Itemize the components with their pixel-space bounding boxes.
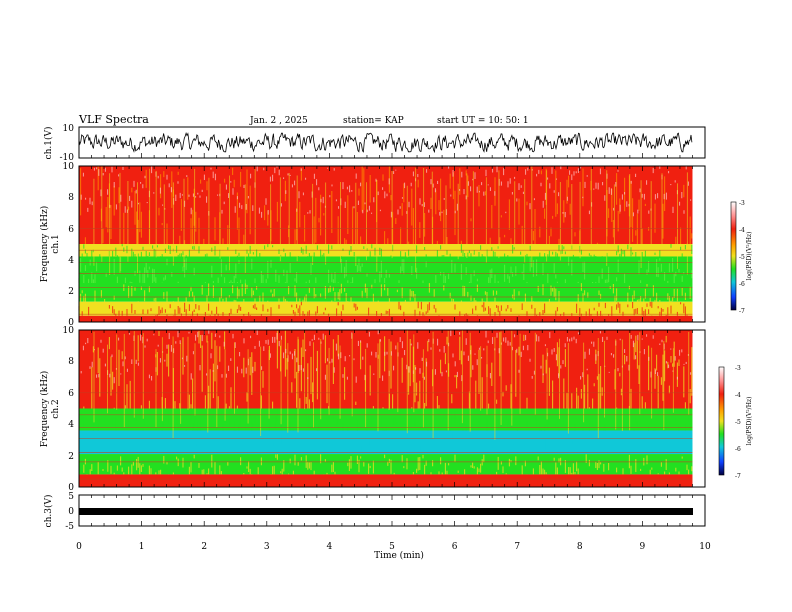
start-time-label: start UT = 10: 50: 1 [437,116,529,126]
ch2-spec-band-1 [79,408,693,431]
ch1-freq-tick-8: 8 [68,193,74,203]
ch1-waveform-ylabel: ch.1(V) [43,127,54,160]
ch2-spec-band-3-streaks [83,454,693,475]
ch1-freq-tick-6: 6 [68,225,74,235]
ch1-ytick-top: 10 [63,124,75,134]
ch3-waveform-trace [79,508,693,515]
ch1-spec-band-2 [79,256,693,283]
ch2-spectrogram-ylabel-channel: ch.2 [51,399,61,418]
time-axis: 0 1 2 3 4 5 6 7 8 9 10 Time (min) [76,542,711,561]
ch3-ytick-m5: -5 [65,522,74,532]
station-label: station= KAP [343,116,404,126]
ch2-spectrogram-panel: 0 2 4 6 8 10 ch.2 Frequency (kHz) [39,326,706,493]
ch1-cb-tick-m6: -6 [739,281,745,288]
date-label: Jan. 2 , 2025 [249,116,308,126]
ch2-cb-tick-m4: -4 [735,392,741,399]
ch1-spec-band-4 [79,301,693,316]
ch2-spectrogram-ticks [78,330,706,487]
time-tick-3: 3 [264,542,270,552]
time-tick-5: 5 [389,542,395,552]
time-tick-6: 6 [452,542,458,552]
time-tick-10: 10 [699,542,711,552]
ch2-colorbar-gradient [718,366,725,476]
ch1-spec-band-3 [79,283,693,302]
ch2-cb-tick-m6: -6 [735,446,741,453]
ch1-freq-tick-4: 4 [68,256,74,266]
ch1-spec-band-5 [79,315,693,322]
ch1-colorbar-label: log(PSD)(V²/Hz) [746,232,753,281]
ch1-colorbar-gradient [730,201,737,311]
ch1-ytick-bottom: -10 [60,153,75,163]
ch2-freq-tick-4: 4 [68,420,74,430]
ch2-cb-tick-m7: -7 [735,473,741,480]
ch1-spectrogram-ylabel-channel: ch.1 [51,234,61,253]
time-tick-4: 4 [327,542,333,552]
ch2-freq-tick-10: 10 [63,326,75,336]
ch2-spec-band-1-streaks [80,408,691,431]
ch1-waveform-trace [78,131,693,154]
ch2-colorbar-label: log(PSD)(V²/Hz) [746,397,753,446]
ch1-cb-tick-m5: -5 [739,254,745,261]
ch1-spec-band-0 [79,166,693,244]
ch2-cb-tick-m3: -3 [735,365,741,372]
ch3-ytick-0: 0 [68,507,74,517]
ch3-waveform-ticks [78,495,706,526]
ch1-cb-tick-m4: -4 [739,227,745,234]
time-tick-1: 1 [139,542,145,552]
ch2-spec-tonal-lines [79,392,693,480]
ch1-spec-band-5-streaks [83,315,688,322]
ch2-spectrogram-image [78,330,693,487]
time-axis-label: Time (min) [374,550,424,561]
time-tick-8: 8 [577,542,583,552]
ch1-spectrogram-panel: 0 2 4 6 8 10 ch.1 Frequency (kHz) [39,162,706,328]
ch2-spec-band-3 [79,454,693,475]
ch2-spec-band-0 [79,330,693,409]
ch1-spectrogram-ticks [78,166,706,322]
time-tick-0: 0 [76,542,82,552]
ch1-freq-tick-2: 2 [68,287,74,297]
time-tick-9: 9 [640,542,646,552]
ch1-spec-band-3-streaks [80,283,691,302]
ch3-waveform-panel: 5 0 -5 ch.3(V) [43,492,706,532]
time-tick-7: 7 [514,542,520,552]
ch1-waveform-top-ticks [78,153,706,158]
time-tick-2: 2 [201,542,207,552]
ch2-freq-tick-6: 6 [68,389,74,399]
figure-title: VLF Spectra [78,113,149,126]
ch1-cb-tick-m3: -3 [739,200,745,207]
ch1-spec-tonal-lines [79,228,693,315]
ch1-spectrogram-image [78,166,693,322]
ch1-cb-tick-m7: -7 [739,308,745,315]
ch1-waveform-panel: 10 -10 ch.1(V) [43,124,706,163]
ch2-freq-tick-8: 8 [68,357,74,367]
ch1-colorbar: -3 -4 -5 -6 -7 log(PSD)(V²/Hz) [730,200,753,315]
ch1-freq-tick-0: 0 [68,318,74,328]
ch2-freq-tick-2: 2 [68,452,74,462]
ch2-spec-band-4 [79,474,693,487]
ch3-waveform-ylabel: ch.3(V) [43,495,54,528]
ch2-colorbar: -3 -4 -5 -6 -7 log(PSD)(V²/Hz) [718,365,753,480]
ch2-freq-tick-0: 0 [68,483,74,493]
ch3-ytick-5: 5 [68,492,74,502]
ch1-freq-tick-10: 10 [63,162,75,172]
ch2-cb-tick-m5: -5 [735,419,741,426]
ch2-spectrogram-ylabel-freq: Frequency (kHz) [39,371,50,448]
ch1-spectrogram-ylabel-freq: Frequency (kHz) [39,206,50,283]
